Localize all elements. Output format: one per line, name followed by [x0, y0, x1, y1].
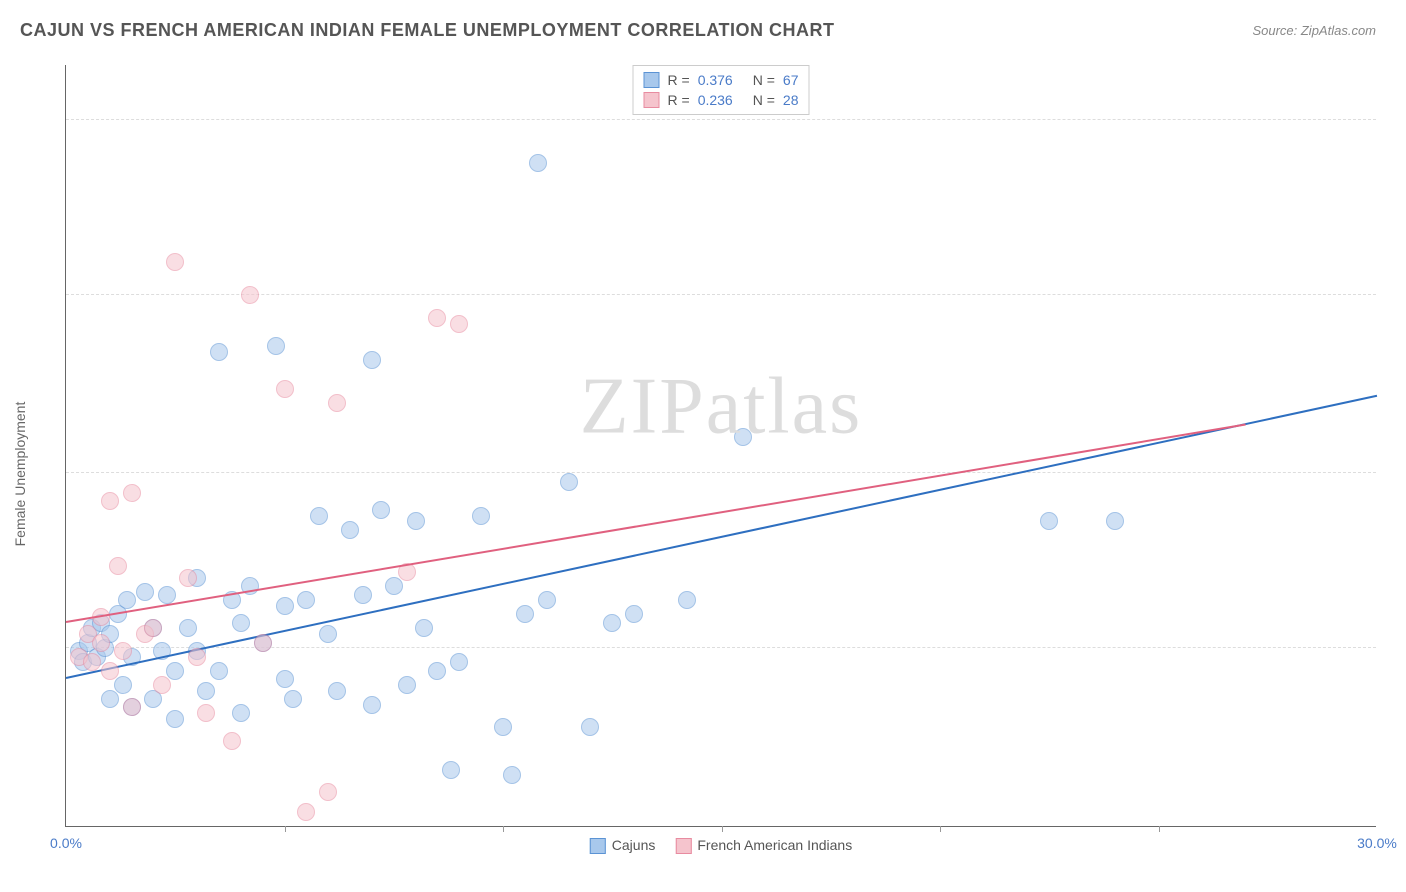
scatter-point [114, 676, 132, 694]
scatter-point [1040, 512, 1058, 530]
scatter-point [297, 803, 315, 821]
scatter-point [166, 662, 184, 680]
scatter-point [179, 619, 197, 637]
scatter-point [516, 605, 534, 623]
scatter-point [232, 614, 250, 632]
scatter-point [101, 690, 119, 708]
scatter-point [101, 662, 119, 680]
scatter-point [428, 309, 446, 327]
scatter-point [494, 718, 512, 736]
scatter-point [101, 492, 119, 510]
scatter-point [529, 154, 547, 172]
scatter-point [188, 648, 206, 666]
scatter-point [319, 625, 337, 643]
legend-item: French American Indians [675, 837, 852, 854]
legend-item: Cajuns [590, 837, 656, 854]
scatter-point [267, 337, 285, 355]
scatter-point [210, 662, 228, 680]
scatter-point [118, 591, 136, 609]
scatter-point [223, 732, 241, 750]
scatter-point [372, 501, 390, 519]
scatter-point [284, 690, 302, 708]
legend-row: R =0.376N =67 [644, 70, 799, 90]
scatter-point [472, 507, 490, 525]
gridline-h [66, 294, 1376, 295]
scatter-point [354, 586, 372, 604]
x-tick-mark [1159, 826, 1160, 832]
x-tick-mark [285, 826, 286, 832]
scatter-point [254, 634, 272, 652]
correlation-legend: R =0.376N =67R =0.236N =28 [633, 65, 810, 115]
scatter-point [109, 557, 127, 575]
scatter-point [92, 634, 110, 652]
y-tick-label: 18.8% [1386, 271, 1406, 287]
legend-row: R =0.236N =28 [644, 90, 799, 110]
scatter-point [179, 569, 197, 587]
scatter-point [144, 619, 162, 637]
scatter-point [560, 473, 578, 491]
scatter-point [136, 583, 154, 601]
scatter-point [153, 676, 171, 694]
gridline-h [66, 119, 1376, 120]
scatter-point [166, 253, 184, 271]
scatter-point [328, 394, 346, 412]
scatter-point [581, 718, 599, 736]
watermark: ZIPatlas [580, 362, 863, 453]
scatter-point [158, 586, 176, 604]
scatter-point [398, 676, 416, 694]
chart-title: CAJUN VS FRENCH AMERICAN INDIAN FEMALE U… [20, 20, 835, 41]
scatter-point [123, 698, 141, 716]
scatter-point [328, 682, 346, 700]
scatter-point [415, 619, 433, 637]
scatter-point [341, 521, 359, 539]
x-tick-label: 30.0% [1357, 835, 1397, 851]
x-tick-label: 0.0% [50, 835, 82, 851]
scatter-point [407, 512, 425, 530]
scatter-point [319, 783, 337, 801]
y-tick-label: 12.5% [1386, 449, 1406, 465]
scatter-point [276, 380, 294, 398]
scatter-point [385, 577, 403, 595]
chart-area: Female Unemployment ZIPatlas R =0.376N =… [20, 55, 1386, 877]
series-legend: Cajuns French American Indians [590, 837, 852, 854]
scatter-point [310, 507, 328, 525]
scatter-point [83, 653, 101, 671]
scatter-point [241, 286, 259, 304]
y-tick-label: 6.3% [1386, 624, 1406, 640]
trend-line [66, 423, 1246, 623]
scatter-point [114, 642, 132, 660]
scatter-point [210, 343, 228, 361]
scatter-point [276, 597, 294, 615]
scatter-point [450, 315, 468, 333]
x-tick-mark [722, 826, 723, 832]
scatter-point [428, 662, 446, 680]
scatter-point [232, 704, 250, 722]
scatter-point [678, 591, 696, 609]
scatter-point [297, 591, 315, 609]
scatter-point [625, 605, 643, 623]
scatter-point [1106, 512, 1124, 530]
scatter-point [363, 696, 381, 714]
scatter-point [197, 704, 215, 722]
y-tick-label: 25.0% [1386, 96, 1406, 112]
scatter-point [450, 653, 468, 671]
scatter-point [166, 710, 184, 728]
scatter-point [538, 591, 556, 609]
scatter-point [276, 670, 294, 688]
x-tick-mark [940, 826, 941, 832]
gridline-h [66, 472, 1376, 473]
y-axis-label: Female Unemployment [12, 402, 28, 547]
scatter-point [603, 614, 621, 632]
scatter-point [734, 428, 752, 446]
scatter-point [503, 766, 521, 784]
plot-region: ZIPatlas R =0.376N =67R =0.236N =28 Caju… [65, 65, 1376, 827]
x-tick-mark [503, 826, 504, 832]
scatter-point [363, 351, 381, 369]
scatter-point [197, 682, 215, 700]
scatter-point [123, 484, 141, 502]
scatter-point [442, 761, 460, 779]
chart-source: Source: ZipAtlas.com [1252, 23, 1376, 38]
